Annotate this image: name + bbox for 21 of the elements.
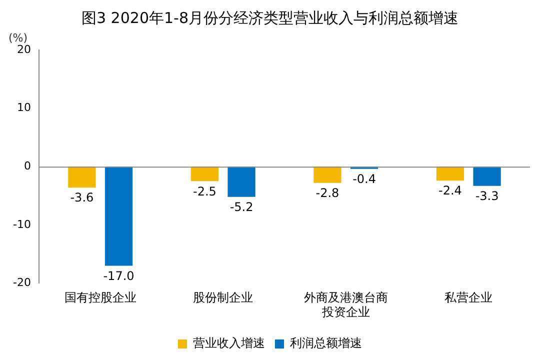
legend-label: 营业收入增速 (193, 336, 265, 350)
y-tick-label: -10 (13, 218, 31, 231)
x-tick-label: 外商及港澳台商投资企业 (304, 290, 388, 319)
y-tick-label: 0 (24, 159, 31, 172)
data-label: -3.6 (70, 190, 94, 205)
y-tick-label: -20 (13, 276, 31, 290)
x-tick-label: 国有控股企业 (64, 290, 136, 305)
data-label: -2.4 (438, 184, 462, 198)
chart-title: 图3 2020年1-8月份分经济类型营业收入与利润总额增速 (82, 8, 458, 27)
x-tick-label: 股份制企业 (193, 290, 254, 305)
data-label: -17.0 (103, 268, 134, 283)
data-label: -0.4 (352, 172, 376, 186)
data-label: -2.8 (316, 186, 340, 200)
y-axis-title: (%) (8, 31, 28, 44)
x-tick-label: 私营企业 (444, 290, 493, 305)
data-label: -5.2 (230, 200, 254, 214)
legend-label: 利润总额增速 (290, 336, 362, 350)
y-tick-label: 10 (16, 101, 31, 114)
y-tick-label: 20 (16, 42, 31, 56)
data-label: -2.5 (192, 184, 216, 198)
data-label: -3.3 (475, 188, 499, 203)
